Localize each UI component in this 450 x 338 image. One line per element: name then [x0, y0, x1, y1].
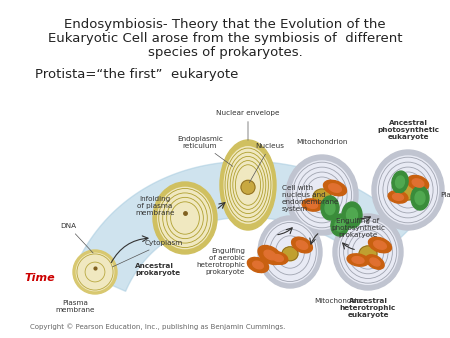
Text: Cell with
nucleus and
endomembrane
system: Cell with nucleus and endomembrane syste…	[282, 185, 339, 212]
Ellipse shape	[296, 241, 308, 249]
Ellipse shape	[292, 237, 312, 253]
Text: Cytoplasm: Cytoplasm	[112, 240, 183, 267]
Ellipse shape	[282, 247, 298, 261]
Ellipse shape	[321, 196, 339, 220]
Ellipse shape	[248, 258, 269, 272]
Ellipse shape	[366, 255, 384, 269]
Ellipse shape	[292, 161, 353, 229]
Text: DNA: DNA	[60, 223, 93, 253]
Ellipse shape	[76, 253, 114, 291]
Ellipse shape	[369, 237, 392, 253]
Ellipse shape	[258, 216, 322, 288]
Ellipse shape	[241, 180, 255, 194]
Ellipse shape	[153, 182, 217, 254]
Ellipse shape	[407, 175, 428, 191]
Text: Mitochondrion: Mitochondrion	[314, 298, 366, 304]
Ellipse shape	[392, 171, 408, 193]
Ellipse shape	[374, 241, 387, 249]
Ellipse shape	[378, 156, 439, 224]
Ellipse shape	[333, 214, 403, 290]
Text: Ancestral
prokaryote: Ancestral prokaryote	[135, 264, 180, 276]
Text: Nucleus: Nucleus	[249, 143, 284, 183]
Text: Plastid: Plastid	[440, 192, 450, 198]
Ellipse shape	[73, 250, 117, 294]
Ellipse shape	[324, 180, 347, 196]
Ellipse shape	[392, 194, 404, 200]
Ellipse shape	[306, 201, 317, 209]
Ellipse shape	[313, 189, 331, 205]
Ellipse shape	[264, 250, 276, 260]
Ellipse shape	[359, 246, 377, 262]
Text: species of prokaryotes.: species of prokaryotes.	[148, 46, 302, 59]
Ellipse shape	[396, 176, 405, 188]
Ellipse shape	[258, 245, 282, 265]
Text: Engulfing of
photosynthetic
prokaryote: Engulfing of photosynthetic prokaryote	[331, 218, 385, 238]
Ellipse shape	[412, 179, 424, 187]
Text: Endoplasmic
reticulum: Endoplasmic reticulum	[177, 136, 233, 166]
Ellipse shape	[338, 220, 398, 284]
Ellipse shape	[158, 187, 212, 249]
Ellipse shape	[224, 147, 272, 223]
Text: Engulfing
of aerobic
heterotrophic
prokaryote: Engulfing of aerobic heterotrophic proka…	[196, 248, 245, 275]
Text: Endosymbiosis- Theory that the Evolution of the: Endosymbiosis- Theory that the Evolution…	[64, 18, 386, 31]
Text: Ancestral
heterotrophic
eukaryote: Ancestral heterotrophic eukaryote	[340, 298, 396, 318]
Ellipse shape	[331, 214, 349, 236]
Text: Protista=“the first”  eukaryote: Protista=“the first” eukaryote	[35, 68, 238, 81]
Ellipse shape	[263, 221, 317, 283]
Ellipse shape	[352, 257, 364, 263]
Text: Time: Time	[25, 273, 55, 283]
Ellipse shape	[347, 254, 369, 266]
Ellipse shape	[253, 261, 263, 269]
Ellipse shape	[302, 199, 322, 211]
Ellipse shape	[399, 184, 417, 200]
Ellipse shape	[388, 191, 408, 203]
Ellipse shape	[220, 140, 276, 230]
Text: Mitochondrion: Mitochondrion	[296, 139, 348, 145]
Ellipse shape	[415, 191, 425, 204]
Ellipse shape	[273, 255, 284, 262]
Ellipse shape	[372, 150, 444, 230]
Ellipse shape	[328, 184, 342, 192]
Ellipse shape	[335, 219, 345, 231]
Ellipse shape	[411, 186, 429, 210]
Ellipse shape	[268, 252, 288, 264]
Polygon shape	[74, 161, 410, 291]
Ellipse shape	[370, 258, 380, 266]
Ellipse shape	[286, 155, 358, 235]
Ellipse shape	[325, 201, 335, 215]
Ellipse shape	[342, 202, 362, 228]
Text: Eukaryotic Cell arose from the symbiosis of  different: Eukaryotic Cell arose from the symbiosis…	[48, 32, 402, 45]
Text: Plasma
membrane: Plasma membrane	[55, 300, 95, 313]
Text: Infolding
of plasma
membrane: Infolding of plasma membrane	[135, 196, 175, 216]
Text: Copyright © Pearson Education, Inc., publishing as Benjamin Cummings.: Copyright © Pearson Education, Inc., pub…	[30, 323, 285, 330]
Ellipse shape	[346, 208, 357, 222]
Text: Nuclear envelope: Nuclear envelope	[216, 110, 280, 140]
Text: Ancestral
photosynthetic
eukaryote: Ancestral photosynthetic eukaryote	[377, 120, 439, 140]
